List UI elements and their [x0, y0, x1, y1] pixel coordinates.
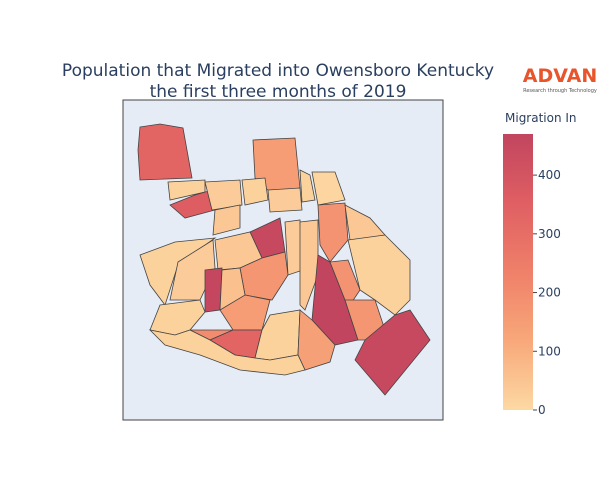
chart-title-line: the first three months of 2019 — [150, 82, 407, 102]
region — [267, 187, 303, 213]
region — [317, 202, 349, 263]
colorbar-title: Migration In — [505, 111, 577, 125]
chart-title-line: Population that Migrated into Owensboro … — [62, 61, 494, 81]
region — [354, 309, 431, 396]
colorbar-tick-label: 400 — [538, 168, 561, 182]
region — [204, 267, 223, 313]
colorbar-tick-label: 300 — [538, 227, 561, 241]
region — [219, 294, 271, 331]
regions — [137, 123, 431, 396]
colorbar-tick-label: 0 — [538, 403, 546, 417]
region — [204, 179, 243, 211]
region — [241, 177, 269, 206]
colorbar-tick-label: 100 — [538, 344, 561, 358]
logo: ADVAN — [523, 65, 598, 87]
region — [329, 259, 361, 306]
region — [311, 171, 346, 206]
region — [299, 169, 316, 203]
colorbar-gradient — [503, 134, 533, 410]
region — [212, 204, 241, 236]
region — [347, 234, 411, 316]
region — [137, 123, 193, 181]
logo-tagline: Research through Technology — [523, 88, 597, 94]
colorbar-tick-label: 200 — [538, 286, 561, 300]
region — [148, 329, 306, 376]
region — [299, 219, 319, 311]
colorbar: 0 100 200 300 400 — [503, 134, 561, 417]
